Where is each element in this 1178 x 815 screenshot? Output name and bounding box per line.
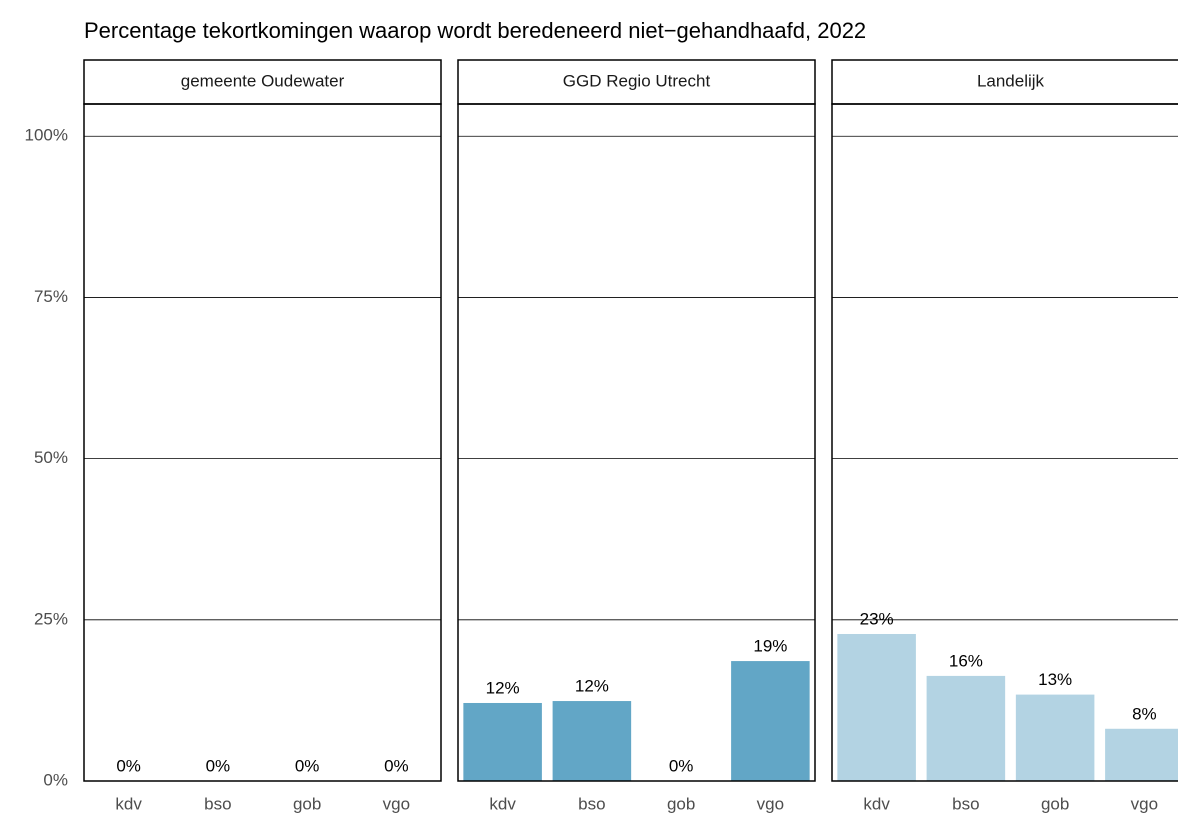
value-label: 13%	[1038, 670, 1072, 689]
facet-title: gemeente Oudewater	[181, 71, 345, 90]
bar	[552, 701, 632, 781]
x-tick-label: gob	[293, 794, 321, 813]
facet-title: GGD Regio Utrecht	[563, 71, 711, 90]
panel-border	[831, 103, 1178, 782]
x-tick-label: gob	[667, 794, 695, 813]
value-label: 0%	[669, 756, 694, 775]
facet-strip	[83, 59, 442, 105]
x-tick-label: vgo	[1131, 794, 1158, 813]
bar	[731, 661, 810, 781]
y-tick-label: 75%	[34, 287, 68, 306]
value-label: 0%	[116, 756, 141, 775]
facet-title: Landelijk	[977, 71, 1045, 90]
x-tick-label: bso	[952, 794, 979, 813]
facet-strip	[831, 59, 1178, 105]
chart-title: Percentage tekortkomingen waarop wordt b…	[84, 18, 866, 43]
bar	[926, 675, 1006, 781]
x-tick-label: kdv	[489, 794, 516, 813]
x-tick-label: kdv	[115, 794, 142, 813]
x-tick-label: vgo	[383, 794, 410, 813]
bar	[1015, 694, 1095, 781]
y-tick-label: 0%	[43, 770, 68, 789]
value-label: 12%	[486, 678, 520, 697]
x-tick-label: bso	[578, 794, 605, 813]
panel-border	[83, 103, 442, 782]
y-tick-label: 100%	[25, 126, 68, 145]
bar	[1105, 728, 1178, 781]
value-label: 12%	[575, 677, 609, 696]
value-label: 16%	[949, 651, 983, 670]
x-tick-label: vgo	[757, 794, 784, 813]
value-label: 23%	[860, 609, 894, 628]
y-tick-label: 50%	[34, 448, 68, 467]
y-tick-label: 25%	[34, 609, 68, 628]
value-label: 0%	[295, 756, 320, 775]
bar	[463, 702, 542, 781]
value-label: 0%	[206, 756, 231, 775]
value-label: 8%	[1132, 704, 1157, 723]
x-tick-label: bso	[204, 794, 231, 813]
value-label: 0%	[384, 756, 409, 775]
value-label: 19%	[753, 637, 787, 656]
x-tick-label: gob	[1041, 794, 1069, 813]
x-tick-label: kdv	[863, 794, 890, 813]
panel-border	[457, 103, 816, 782]
bar	[837, 633, 916, 781]
